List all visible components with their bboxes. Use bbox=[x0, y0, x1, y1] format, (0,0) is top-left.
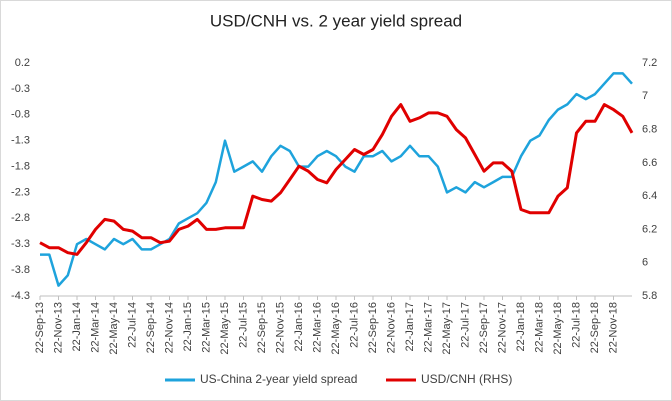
x-tick-label: 22-May-14 bbox=[108, 302, 120, 355]
x-tick-label: 22-Jan-16 bbox=[293, 302, 305, 352]
x-tick-label: 22-Sep-17 bbox=[478, 302, 490, 353]
x-tick-label: 22-Jul-17 bbox=[459, 302, 471, 348]
x-tick-label: 22-Mar-18 bbox=[533, 302, 545, 353]
x-tick-label: 22-Mar-17 bbox=[422, 302, 434, 353]
y-tick-label: -1.3 bbox=[11, 135, 30, 147]
legend-label: USD/CNH (RHS) bbox=[421, 372, 512, 386]
y2-tick-label: 7.2 bbox=[642, 57, 657, 69]
y2-tick-label: 6 bbox=[642, 257, 648, 269]
x-tick-label: 22-Jan-14 bbox=[71, 302, 83, 352]
x-tick-label: 22-May-15 bbox=[219, 302, 231, 355]
y2-tick-label: 6.8 bbox=[642, 123, 657, 135]
y-tick-label: -0.3 bbox=[11, 83, 30, 95]
x-tick-label: 22-Jul-16 bbox=[348, 302, 360, 348]
x-tick-label: 22-Sep-16 bbox=[367, 302, 379, 353]
x-tick-label: 22-Mar-14 bbox=[89, 302, 101, 353]
x-tick-label: 22-Sep-14 bbox=[145, 302, 157, 353]
x-tick-label: 22-Jul-18 bbox=[570, 302, 582, 348]
y-tick-label: 0.2 bbox=[15, 57, 30, 69]
y2-tick-label: 7 bbox=[642, 90, 648, 102]
x-tick-label: 22-Jan-17 bbox=[404, 302, 416, 352]
x-tick-label: 22-Nov-17 bbox=[496, 302, 508, 353]
y-tick-label: -3.8 bbox=[11, 264, 30, 276]
line-series bbox=[40, 72, 633, 287]
x-tick-label: 22-Jan-18 bbox=[515, 302, 527, 352]
x-tick-label: 22-Sep-18 bbox=[589, 302, 601, 353]
y2-tick-label: 5.8 bbox=[642, 290, 657, 302]
y-tick-label: -0.8 bbox=[11, 109, 30, 121]
y-tick-label: -2.8 bbox=[11, 212, 30, 224]
y-tick-label: -1.8 bbox=[11, 160, 30, 172]
x-tick-label: 22-Nov-15 bbox=[274, 302, 286, 353]
x-tick-label: 22-Jan-15 bbox=[182, 302, 194, 352]
x-tick-label: 22-Nov-16 bbox=[385, 302, 397, 353]
line-series bbox=[39, 103, 634, 256]
legend-label: US-China 2-year yield spread bbox=[200, 372, 357, 386]
y2-tick-label: 6.4 bbox=[642, 190, 657, 202]
x-tick-label: 22-May-18 bbox=[552, 302, 564, 355]
x-tick-label: 22-May-16 bbox=[330, 302, 342, 355]
y2-tick-label: 6.6 bbox=[642, 157, 657, 169]
y2-tick-label: 6.2 bbox=[642, 223, 657, 235]
x-tick-label: 22-May-17 bbox=[441, 302, 453, 355]
x-tick-label: 22-Sep-13 bbox=[34, 302, 46, 353]
y-tick-label: -2.3 bbox=[11, 186, 30, 198]
x-tick-label: 22-Mar-15 bbox=[200, 302, 212, 353]
y-tick-label: -4.3 bbox=[11, 290, 30, 302]
x-tick-label: 22-Jul-14 bbox=[126, 302, 138, 348]
x-tick-label: 22-Jul-15 bbox=[237, 302, 249, 348]
x-tick-label: 22-Nov-14 bbox=[163, 302, 175, 353]
chart-title: USD/CNH vs. 2 year yield spread bbox=[210, 11, 462, 30]
x-tick-label: 22-Nov-13 bbox=[52, 302, 64, 353]
x-tick-label: 22-Sep-15 bbox=[256, 302, 268, 353]
x-tick-label: 22-Nov-18 bbox=[607, 302, 619, 353]
x-tick-label: 22-Mar-16 bbox=[311, 302, 323, 353]
y-tick-label: -3.3 bbox=[11, 238, 30, 250]
